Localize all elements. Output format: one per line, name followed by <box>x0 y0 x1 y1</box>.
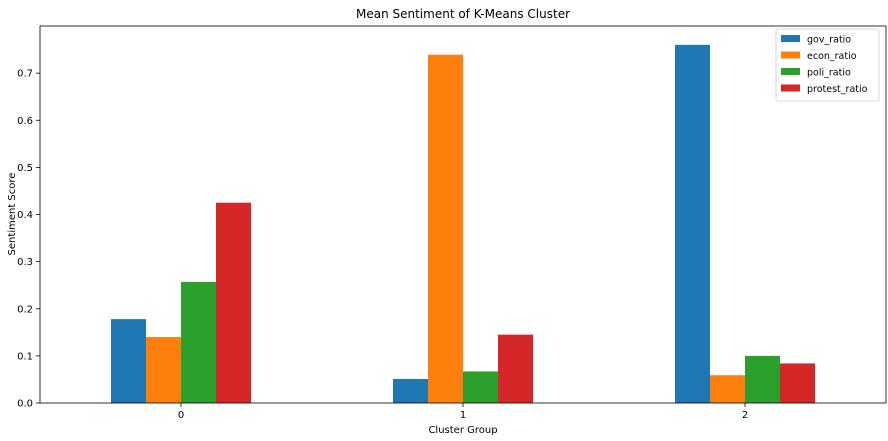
y-tick-label: 0.0 <box>17 399 33 410</box>
x-tick-label: 2 <box>742 410 748 421</box>
legend-label-poli_ratio: poli_ratio <box>807 68 851 79</box>
y-tick-label: 0.4 <box>17 210 33 221</box>
bar-econ_ratio-1 <box>428 54 463 403</box>
y-axis-label: Sentiment Score <box>7 173 18 256</box>
legend: gov_ratio econ_ratio poli_ratio protest_rat… <box>775 28 880 102</box>
legend-swatch-poli_ratio <box>781 68 800 75</box>
y-tick-label: 0.6 <box>17 116 33 127</box>
legend-swatch-protest_ratio <box>781 84 800 92</box>
bar-poli_ratio-1 <box>463 371 498 403</box>
y-tick-label: 0.2 <box>17 304 33 315</box>
bar-poli_ratio-0 <box>181 281 216 403</box>
x-axis-label: Cluster Group <box>428 425 497 436</box>
legend-label-gov_ratio: gov_ratio <box>807 35 851 46</box>
legend-box <box>775 28 880 102</box>
bar-protest_ratio-1 <box>498 334 533 403</box>
bar-gov_ratio-0 <box>111 319 146 403</box>
bar-protest_ratio-0 <box>216 202 251 403</box>
bar-protest_ratio-2 <box>780 363 815 403</box>
x-tick-label: 1 <box>460 410 466 421</box>
legend-swatch-gov_ratio <box>781 35 800 42</box>
y-tick-label: 0.7 <box>17 69 33 80</box>
bar-poli_ratio-2 <box>745 355 780 404</box>
bar-econ_ratio-0 <box>146 337 181 403</box>
y-tick-label: 0.5 <box>17 163 33 174</box>
chart-title: Mean Sentiment of K-Means Cluster <box>356 7 570 21</box>
legend-label-protest_ratio: protest_ratio <box>807 84 868 95</box>
legend-label-econ_ratio: econ_ratio <box>807 51 857 62</box>
bar-econ_ratio-2 <box>710 375 745 403</box>
bar-gov_ratio-1 <box>393 378 428 403</box>
legend-swatch-econ_ratio <box>781 51 800 59</box>
y-tick-label: 0.3 <box>17 257 33 268</box>
y-tick-label: 0.1 <box>17 351 33 362</box>
x-tick-label: 0 <box>178 410 184 421</box>
bar-gov_ratio-2 <box>675 44 710 403</box>
plot-area: 0.0 0.1 0.2 0.3 0.4 0.5 0.6 0.7 0 1 2 <box>17 25 887 421</box>
